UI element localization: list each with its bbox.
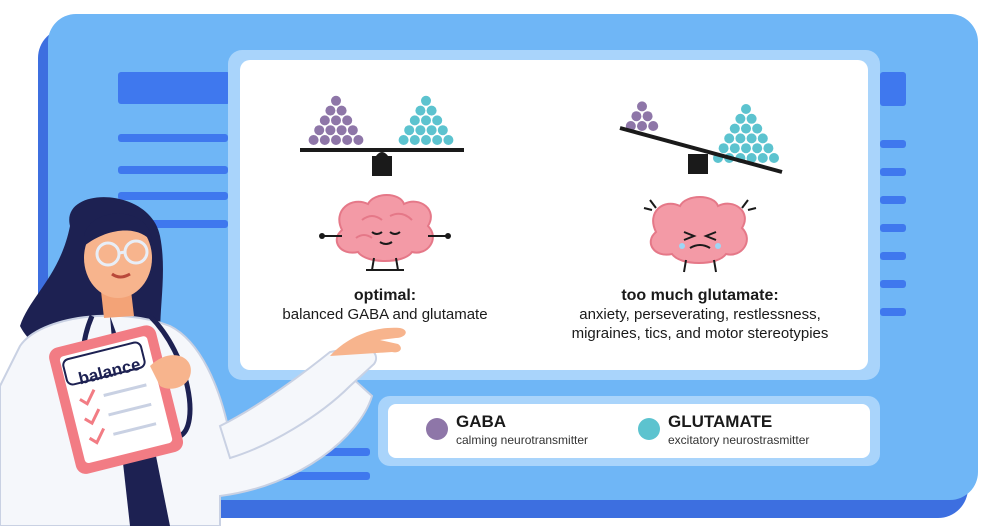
glutamate-ball-icon [421, 135, 431, 145]
gaba-ball-icon [342, 135, 353, 145]
gaba-ball-icon [331, 95, 341, 106]
tilted-scale-icon [619, 101, 783, 174]
gaba-dot-icon [426, 418, 448, 440]
board-bar [880, 308, 906, 316]
too-much-glutamate-line2: migraines, tics, and motor stereotypies [571, 325, 829, 342]
board-bar [118, 134, 228, 142]
board-bar [880, 168, 906, 176]
board-bar [118, 192, 228, 200]
too-much-glutamate-line1: anxiety, perseverating, restlessness, [579, 306, 821, 323]
gaba-ball-icon [314, 125, 325, 136]
gaba-ball-icon [331, 135, 341, 145]
too-much-glutamate-heading: too much glutamate: [621, 287, 779, 304]
glutamate-ball-icon [741, 104, 751, 114]
glutamate-ball-icon [735, 113, 746, 124]
glutamate-ball-icon [757, 133, 768, 144]
gaba-ball-icon [342, 115, 353, 126]
gaba-ball-icon [319, 135, 330, 145]
glutamate-ball-icon [724, 133, 735, 144]
optimal-heading: optimal: [353, 287, 417, 304]
too-much-glutamate-caption: too much glutamate: anxiety, perseverati… [552, 286, 848, 343]
glutamate-description: excitatory neurostrasmitter [668, 433, 810, 447]
glutamate-ball-icon [757, 153, 768, 163]
glutamate-ball-icon [415, 105, 426, 116]
board-bar [880, 280, 906, 288]
gaba-ball-icon [325, 125, 336, 136]
glutamate-dot-icon [638, 418, 660, 440]
glutamate-ball-icon [746, 113, 757, 124]
glutamate-ball-icon [426, 105, 437, 116]
board-bar [880, 224, 906, 232]
gaba-ball-icon [353, 135, 364, 145]
gaba-label: GABA [456, 412, 507, 431]
glutamate-ball-icon [437, 125, 448, 136]
board-bar [118, 220, 228, 228]
gaba-description: calming neurotransmitter [456, 433, 589, 447]
gaba-ball-icon [336, 125, 347, 136]
glutamate-ball-icon [763, 143, 774, 154]
gaba-ball-icon [308, 135, 319, 145]
glutamate-ball-icon [769, 153, 779, 163]
board-bar [118, 72, 230, 104]
gaba-ball-icon [331, 115, 341, 126]
glutamate-label: GLUTAMATE [668, 412, 773, 431]
calm-brain-icon [319, 194, 451, 271]
gaba-ball-icon [642, 111, 653, 122]
optimal-caption: optimal: balanced GABA and glutamate [262, 286, 508, 324]
glutamate-ball-icon [409, 115, 420, 126]
gaba-ball-icon [336, 105, 347, 116]
glutamate-ball-icon [398, 135, 409, 145]
glutamate-ball-icon [421, 95, 431, 106]
gaba-ball-icon [637, 101, 647, 112]
glutamate-ball-icon [729, 143, 740, 154]
glutamate-ball-icon [729, 123, 740, 134]
doctor-illustration [0, 197, 406, 526]
glutamate-ball-icon [415, 125, 426, 136]
gaba-ball-icon [648, 121, 659, 131]
stressed-brain-icon [643, 196, 757, 273]
gaba-ball-icon [631, 111, 642, 122]
glutamate-ball-icon [718, 143, 729, 154]
gaba-ball-icon [347, 125, 358, 136]
gaba-ball-icon [637, 121, 647, 131]
glutamate-ball-icon [421, 115, 431, 126]
glutamate-ball-icon [443, 135, 454, 145]
legend [388, 404, 870, 458]
board-bar [880, 252, 906, 260]
glutamate-ball-icon [735, 133, 746, 144]
glutamate-ball-icon [746, 153, 757, 163]
gaba-ball-icon [325, 105, 336, 116]
glutamate-ball-icon [409, 135, 420, 145]
glutamate-ball-icon [741, 143, 751, 154]
glutamate-ball-icon [741, 123, 751, 134]
glutamate-ball-icon [426, 125, 437, 136]
glutamate-ball-icon [432, 115, 443, 126]
glutamate-ball-icon [432, 135, 443, 145]
board-bar [880, 72, 906, 106]
board-bar [880, 196, 906, 204]
board-bar [118, 166, 228, 174]
glutamate-ball-icon [752, 123, 763, 134]
board-bar [880, 140, 906, 148]
glutamate-ball-icon [404, 125, 415, 136]
gaba-ball-icon [319, 115, 330, 126]
optimal-description: balanced GABA and glutamate [282, 306, 488, 323]
glutamate-ball-icon [746, 133, 757, 144]
balanced-scale-icon [300, 95, 464, 176]
glutamate-ball-icon [752, 143, 763, 154]
